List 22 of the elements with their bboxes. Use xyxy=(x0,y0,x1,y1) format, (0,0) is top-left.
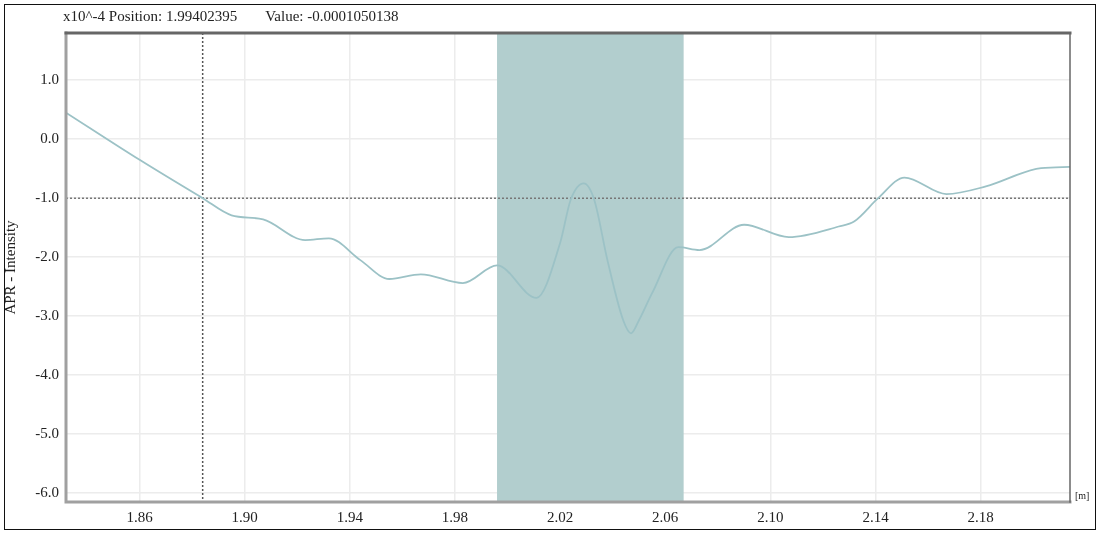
x-tick-label: 2.14 xyxy=(862,508,890,525)
x-tick-label: 1.94 xyxy=(336,508,364,525)
x-tick-label: 2.06 xyxy=(652,508,679,525)
y-tick-label: -3.0 xyxy=(35,307,59,324)
x-tick-label: 1.86 xyxy=(126,508,154,525)
x-tick-label: 1.98 xyxy=(441,508,469,525)
line-series xyxy=(66,111,1070,335)
x-axis-title: [m] xyxy=(1075,489,1090,501)
y-tick-label: -4.0 xyxy=(35,366,59,383)
x-tick-label: 1.90 xyxy=(231,508,258,525)
y-axis-title: APR - Intensity xyxy=(1,219,18,315)
y-tick-label: -6.0 xyxy=(35,484,59,501)
y-tick-label: 0.0 xyxy=(40,130,59,147)
y-tick-label: -2.0 xyxy=(35,248,59,265)
y-tick-label: 1.0 xyxy=(40,71,59,88)
y-tick-label: -5.0 xyxy=(35,425,59,442)
x-tick-label: 2.10 xyxy=(757,508,784,525)
x-tick-label: 2.18 xyxy=(967,508,994,525)
text: Value: -0.0001050138 xyxy=(265,7,399,24)
text: x10^-4 Position: 1.99402395 xyxy=(63,7,238,24)
y-tick-label: -1.0 xyxy=(35,189,59,206)
x-tick-label: 2.02 xyxy=(546,508,574,525)
